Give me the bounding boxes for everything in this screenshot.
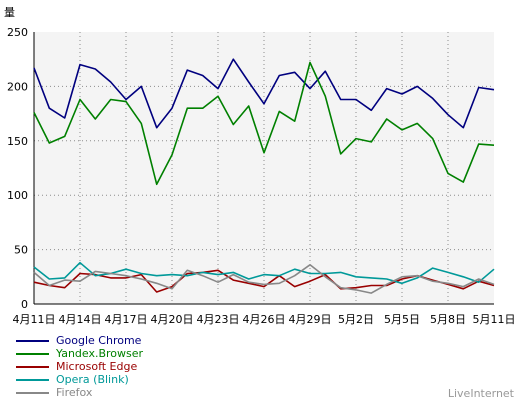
x-tick-label: 5月11日 [473,313,516,326]
y-tick-label: 250 [7,26,28,39]
legend-swatch [16,392,49,394]
y-tick-label: 0 [21,298,28,311]
legend-label: Google Chrome [56,334,142,347]
x-tick-label: 4月17日 [105,313,148,326]
x-tick-label: 5月8日 [430,313,466,326]
legend-swatch [16,379,49,381]
x-tick-label: 5月5日 [384,313,420,326]
watermark: LiveInternet [447,387,514,400]
series-line-firefox [33,263,495,294]
y-tick-label: 200 [7,80,28,93]
x-tick-label: 4月14日 [59,313,102,326]
legend-label: Firefox [56,386,93,399]
legend-swatch [16,366,49,368]
x-tick-label: 4月29日 [289,313,332,326]
y-tick-label: 100 [7,189,28,202]
x-tick-label: 5月2日 [338,313,374,326]
series-line-google-chrome [33,58,495,129]
y-axis-label: 量 [4,6,15,19]
legend-swatch [16,353,49,355]
x-tick-label: 4月26日 [243,313,286,326]
x-tick-label: 4月23日 [197,313,240,326]
legend-swatch [16,340,49,342]
y-tick-label: 150 [7,135,28,148]
legend-label: Microsoft Edge [56,360,138,373]
series-line-yandex-browser [33,61,495,186]
x-tick-label: 4月20日 [151,313,194,326]
legend-label: Yandex.Browser [56,347,144,360]
legend-label: Opera (Blink) [56,373,129,386]
x-tick-label: 4月11日 [13,313,56,326]
y-tick-label: 50 [14,244,28,257]
